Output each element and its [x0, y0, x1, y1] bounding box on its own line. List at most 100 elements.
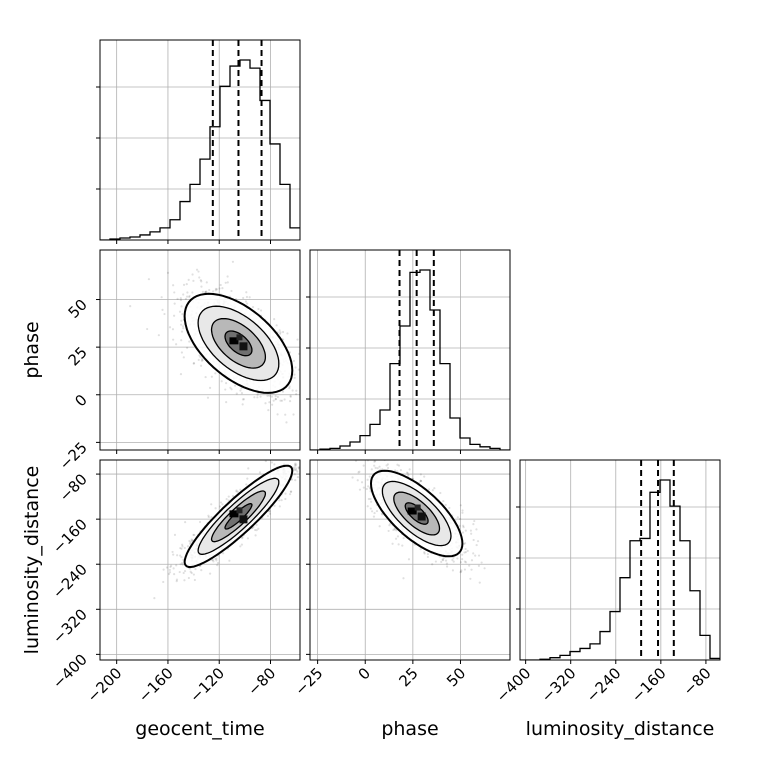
scatter-point	[173, 533, 177, 537]
scatter-point	[356, 479, 359, 482]
scatter-point	[246, 537, 250, 540]
scatter-point	[259, 395, 262, 398]
scatter-point	[472, 523, 475, 526]
scatter-point	[173, 302, 176, 305]
scatter-point	[394, 469, 397, 472]
scatter-point	[268, 401, 271, 404]
scatter-point	[216, 561, 220, 565]
scatter-point	[297, 352, 300, 355]
scatter-point	[235, 392, 238, 395]
scatter-point	[293, 463, 297, 466]
scatter-point	[402, 577, 405, 580]
scatter-point	[458, 524, 461, 527]
scatter-point	[201, 359, 204, 362]
scatter-point	[374, 466, 377, 469]
scatter-point	[271, 403, 274, 406]
scatter-point	[278, 332, 282, 335]
scatter-point	[228, 559, 231, 562]
scatter-point	[293, 468, 296, 472]
scatter-point	[181, 543, 184, 546]
scatter-point	[257, 527, 260, 530]
scatter-point	[279, 399, 282, 402]
scatter-point	[180, 351, 183, 354]
scatter-point	[197, 358, 200, 361]
scatter-point	[274, 395, 277, 398]
scatter-point	[461, 558, 464, 561]
scatter-point	[297, 368, 300, 371]
scatter-point	[205, 290, 208, 293]
y-axis-label: luminosity_distance	[21, 466, 43, 655]
scatter-point	[189, 542, 192, 545]
scatter-point	[273, 463, 276, 466]
scatter-point	[242, 398, 246, 401]
scatter-point	[475, 543, 478, 547]
scatter-point	[270, 395, 274, 398]
scatter-point	[427, 488, 431, 491]
scatter-point	[207, 514, 210, 517]
scatter-point	[451, 558, 454, 562]
scatter-point	[215, 288, 219, 291]
scatter-point	[192, 279, 195, 282]
scatter-point	[448, 506, 451, 510]
scatter-point	[480, 561, 483, 564]
scatter-point	[297, 467, 300, 470]
scatter-point	[255, 529, 258, 532]
scatter-point	[186, 295, 189, 298]
scatter-point	[184, 521, 187, 524]
scatter-point	[275, 324, 278, 327]
scatter-point	[168, 326, 172, 329]
scatter-point	[441, 558, 445, 562]
scatter-point	[188, 294, 191, 298]
scatter-point	[470, 568, 473, 571]
scatter-point	[396, 463, 399, 466]
scatter-point	[270, 461, 273, 464]
scatter-point	[214, 289, 217, 292]
scatter-point	[373, 460, 376, 463]
scatter-point	[375, 509, 379, 513]
scatter-point	[274, 398, 277, 401]
scatter-point	[445, 562, 449, 565]
scatter-point	[211, 559, 214, 562]
scatter-point	[175, 343, 178, 346]
scatter-point	[251, 305, 255, 309]
scatter-point	[225, 382, 228, 385]
scatter-point	[474, 554, 477, 557]
scatter-point	[254, 534, 257, 537]
scatter-point	[293, 466, 296, 469]
scatter-point	[162, 568, 165, 571]
scatter-point	[295, 389, 298, 392]
scatter-point	[166, 271, 170, 274]
scatter-point	[187, 278, 190, 281]
scatter-point	[369, 507, 372, 510]
scatter-point	[204, 375, 207, 379]
scatter-point	[175, 564, 178, 567]
panel-border	[519, 459, 721, 661]
scatter-point	[248, 296, 251, 299]
scatter-point	[200, 280, 203, 283]
scatter-point	[268, 510, 271, 513]
panel-border	[309, 249, 511, 451]
scatter-point	[292, 413, 295, 416]
scatter-point	[290, 478, 293, 481]
scatter-point	[157, 334, 160, 337]
scatter-point	[360, 481, 364, 484]
panel-body	[100, 250, 300, 450]
scatter-point	[231, 260, 235, 263]
scatter-point	[266, 514, 270, 518]
scatter-point	[419, 479, 422, 482]
scatter-point	[371, 510, 374, 513]
scatter-point	[426, 555, 429, 559]
scatter-point	[167, 572, 171, 576]
scatter-point	[293, 376, 296, 379]
scatter-point	[204, 291, 207, 294]
scatter-point	[463, 568, 467, 571]
scatter-point	[288, 399, 292, 403]
scatter-point	[280, 499, 283, 502]
scatter-point	[286, 332, 289, 335]
scatter-point	[264, 460, 267, 463]
scatter-point	[296, 338, 299, 341]
panel-body	[520, 460, 720, 660]
density-block	[417, 512, 426, 521]
